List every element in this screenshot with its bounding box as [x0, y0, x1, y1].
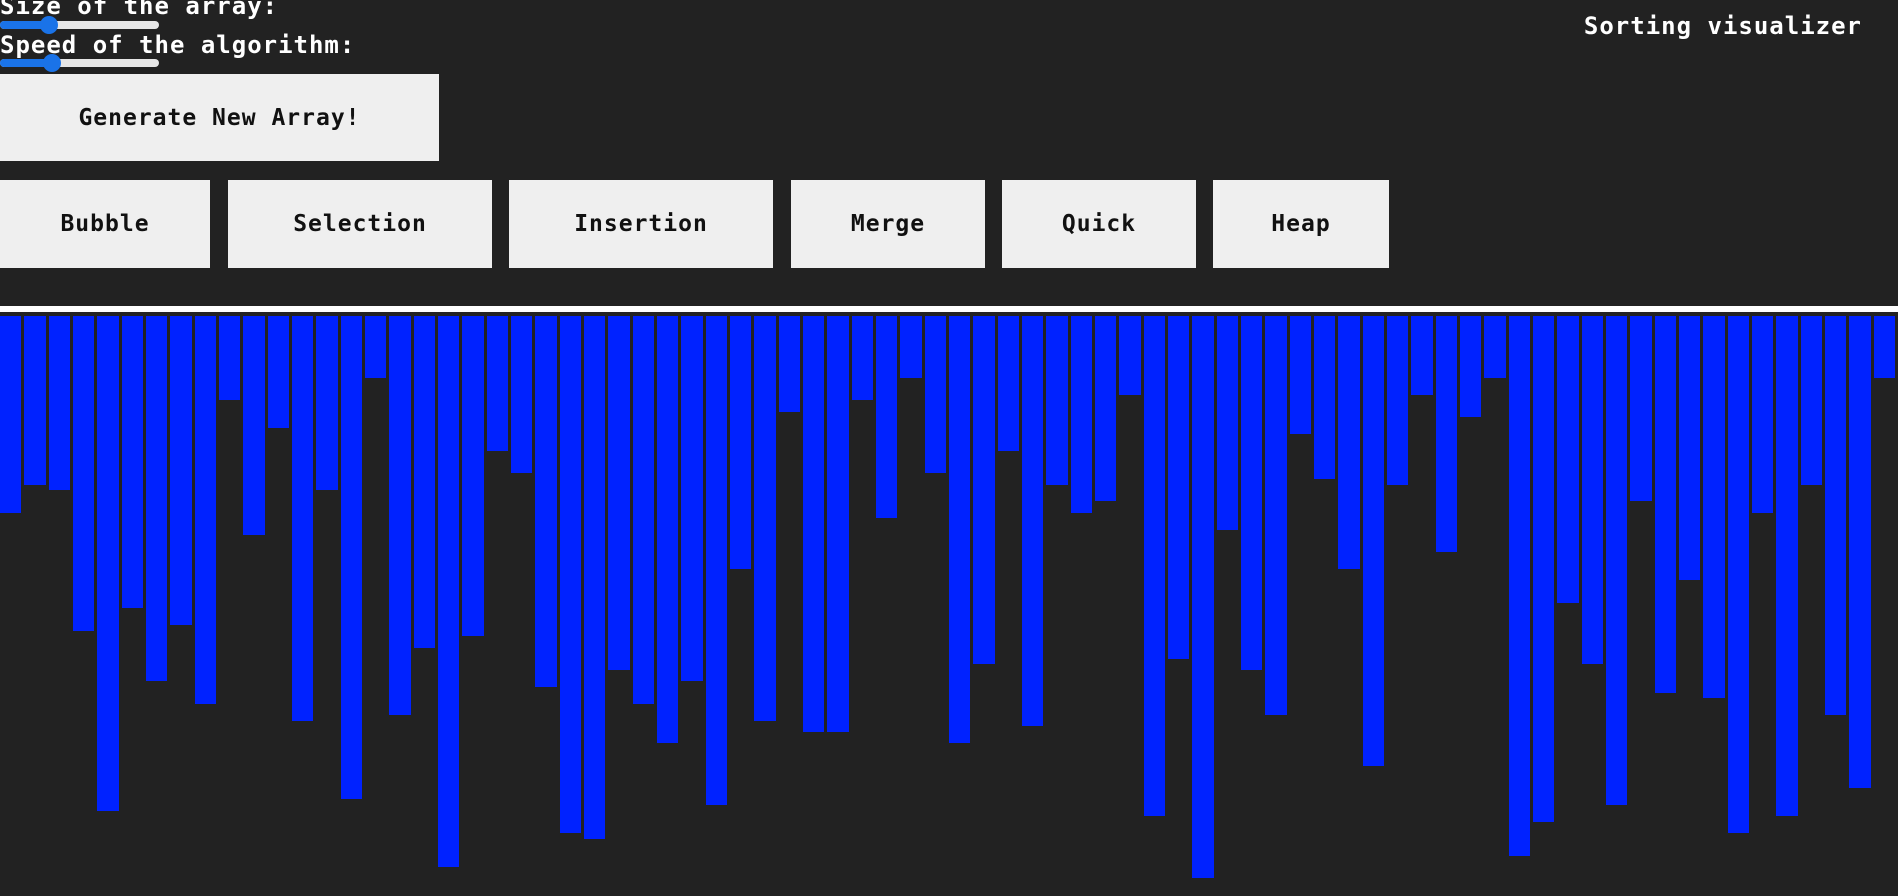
array-bar	[146, 316, 168, 681]
array-bar	[1873, 316, 1895, 378]
array-bar	[1679, 316, 1701, 580]
array-bar	[1022, 316, 1044, 726]
array-bar	[170, 316, 192, 625]
array-bar	[949, 316, 971, 743]
array-bar	[1460, 316, 1482, 417]
array-bar	[1825, 316, 1847, 715]
array-bar	[876, 316, 898, 518]
array-bar	[292, 316, 314, 721]
array-bar	[584, 316, 606, 839]
array-bar	[1630, 316, 1652, 501]
array-bar	[1362, 316, 1384, 766]
array-bar	[462, 316, 484, 636]
heap-sort-button[interactable]: Heap	[1213, 180, 1389, 268]
array-bar	[657, 316, 679, 743]
array-bar	[803, 316, 825, 732]
insertion-sort-button[interactable]: Insertion	[509, 180, 773, 268]
array-bar	[1752, 316, 1774, 513]
array-bar	[24, 316, 46, 485]
array-bar	[1046, 316, 1068, 485]
array-bar	[1265, 316, 1287, 715]
array-bar	[1095, 316, 1117, 501]
divider	[0, 306, 1898, 312]
array-bar	[1411, 316, 1433, 395]
array-bar	[1435, 316, 1457, 552]
bar-area	[0, 312, 1898, 896]
array-bar	[389, 316, 411, 715]
speed-slider-thumb[interactable]	[43, 54, 62, 72]
array-bar	[1508, 316, 1530, 856]
array-bar	[778, 316, 800, 412]
size-slider-thumb[interactable]	[40, 16, 59, 34]
array-bar	[413, 316, 435, 648]
array-bar	[1216, 316, 1238, 530]
array-bar	[1241, 316, 1263, 670]
array-bar	[1168, 316, 1190, 659]
size-slider-fill	[0, 21, 50, 29]
array-bar	[924, 316, 946, 473]
array-bar	[1533, 316, 1555, 822]
array-bar	[559, 316, 581, 833]
array-bar	[438, 316, 460, 867]
array-bar	[1338, 316, 1360, 569]
array-bar	[1119, 316, 1141, 395]
speed-slider[interactable]	[0, 54, 159, 72]
array-bar	[511, 316, 533, 473]
array-bar	[632, 316, 654, 704]
array-bar	[194, 316, 216, 704]
speed-slider-fill	[0, 59, 53, 67]
array-bar	[1387, 316, 1409, 485]
array-bar	[1727, 316, 1749, 833]
array-bar	[973, 316, 995, 664]
array-bar	[486, 316, 508, 451]
array-bar	[900, 316, 922, 378]
array-bar	[243, 316, 265, 535]
array-bar	[1192, 316, 1214, 878]
array-bar	[1776, 316, 1798, 816]
array-bar	[0, 316, 22, 513]
size-slider[interactable]	[0, 16, 159, 34]
array-bar	[1557, 316, 1579, 603]
array-bar	[1654, 316, 1676, 693]
array-bar	[97, 316, 119, 811]
array-bar	[1703, 316, 1725, 698]
array-bar	[73, 316, 95, 631]
page-title: Sorting visualizer	[1583, 12, 1862, 40]
array-bar	[1800, 316, 1822, 485]
quick-sort-button[interactable]: Quick	[1002, 180, 1196, 268]
array-bar	[997, 316, 1019, 451]
array-bar	[1606, 316, 1628, 805]
generate-array-button[interactable]: Generate New Array!	[0, 74, 439, 161]
array-bar	[48, 316, 70, 490]
selection-sort-button[interactable]: Selection	[228, 180, 492, 268]
bubble-sort-button[interactable]: Bubble	[0, 180, 210, 268]
array-bar	[754, 316, 776, 721]
array-bar	[1314, 316, 1336, 479]
array-bar	[1849, 316, 1871, 788]
array-bar	[1070, 316, 1092, 513]
array-bar	[1484, 316, 1506, 378]
array-bar	[851, 316, 873, 400]
array-bar	[705, 316, 727, 805]
array-bar	[340, 316, 362, 799]
array-bar	[365, 316, 387, 378]
array-bar	[608, 316, 630, 670]
merge-sort-button[interactable]: Merge	[791, 180, 985, 268]
array-bar	[1143, 316, 1165, 816]
array-bar	[267, 316, 289, 428]
array-bar	[1289, 316, 1311, 434]
size-label: Size of the array:	[0, 0, 279, 20]
array-bar	[1581, 316, 1603, 664]
array-bar	[121, 316, 143, 608]
array-bar	[219, 316, 241, 400]
array-bar	[730, 316, 752, 569]
array-bar	[827, 316, 849, 732]
speed-label: Speed of the algorithm:	[0, 31, 356, 59]
array-bar	[316, 316, 338, 490]
array-bar	[681, 316, 703, 681]
array-bar	[535, 316, 557, 687]
